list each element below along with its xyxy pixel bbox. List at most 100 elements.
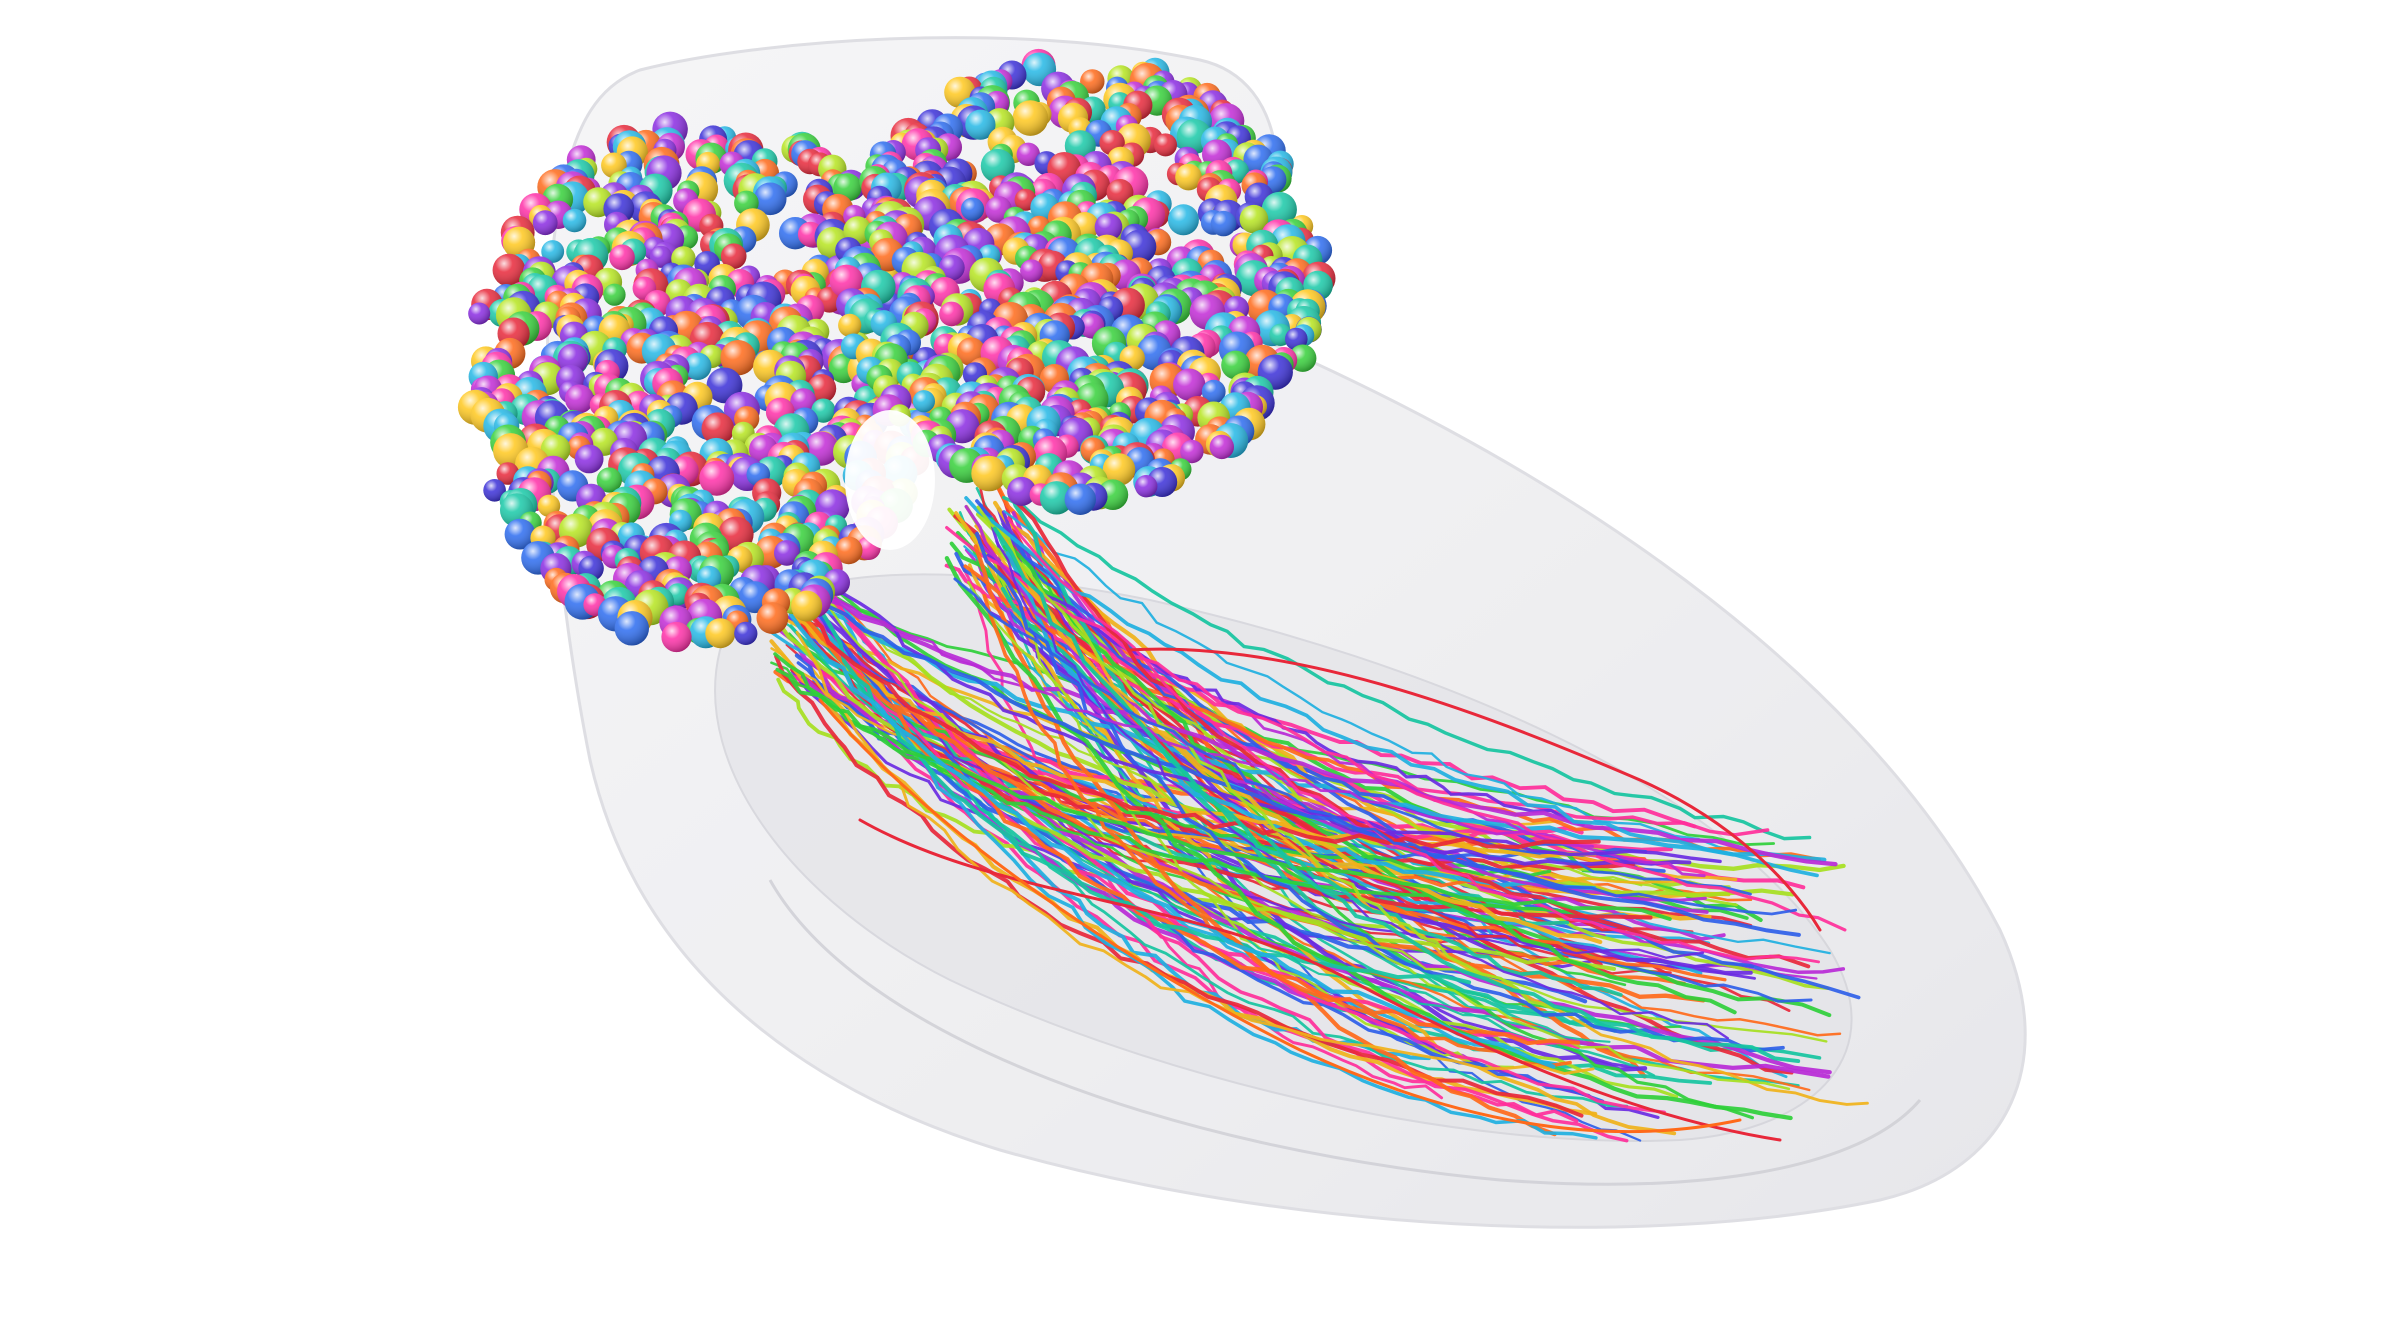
cell-body-sphere xyxy=(965,109,996,140)
cell-body-sphere xyxy=(1167,204,1199,236)
neurite-fiber xyxy=(973,544,1557,1137)
neurite-fiber-outlier xyxy=(818,698,1742,1134)
cell-body-sphere xyxy=(1135,475,1158,498)
cell-body-sphere xyxy=(541,240,565,263)
cell-body-sphere xyxy=(609,244,635,271)
neurite-fiber xyxy=(986,553,1585,827)
cell-body-sphere xyxy=(1221,350,1250,380)
neurite-fiber xyxy=(816,584,1595,848)
neurite-fiber xyxy=(1008,481,1811,969)
cell-body-sphere xyxy=(614,611,649,646)
neurite-fiber xyxy=(775,667,1672,921)
cell-body-sphere xyxy=(1106,179,1134,206)
neurite-fiber xyxy=(975,531,1785,1053)
neurite-fiber xyxy=(818,595,1838,867)
cell-body-sphere xyxy=(684,352,712,380)
cell-body-sphere xyxy=(971,455,1007,492)
neurite-fiber xyxy=(992,526,1801,1064)
cell-body-sphere xyxy=(562,208,587,233)
cell-body-sphere xyxy=(603,283,626,306)
neurite-fiber xyxy=(974,524,1869,1106)
cell-body-sphere xyxy=(720,243,747,269)
neurite-fiber xyxy=(774,654,1584,1118)
neurite-fiber xyxy=(944,556,1793,1121)
cell-body-sphere xyxy=(1154,133,1177,157)
neurite-fiber xyxy=(982,594,1572,1069)
neurite-fiber xyxy=(795,630,1595,1075)
cell-body-sphere xyxy=(596,467,622,493)
neurite-fiber xyxy=(795,564,1828,1043)
cell-body-sphere xyxy=(1039,481,1074,515)
cell-body-sphere xyxy=(912,390,936,413)
cell-body-sphere xyxy=(756,602,789,634)
neurite-fiber xyxy=(1000,586,1623,997)
neurite-fiber xyxy=(995,540,1729,1040)
cell-body-sphere xyxy=(1020,259,1043,283)
cell-body-sphere xyxy=(720,340,756,376)
cell-body-sphere xyxy=(701,412,735,446)
cell-body-sphere xyxy=(1094,213,1123,241)
cell-body-sphere xyxy=(1012,100,1049,136)
cell-body-sphere xyxy=(492,253,526,287)
neurite-fiber xyxy=(819,635,1813,1003)
cell-body-sphere xyxy=(790,388,817,415)
cell-body-sphere xyxy=(532,210,558,236)
neurite-fiber xyxy=(953,577,1798,916)
central-gap xyxy=(845,410,935,550)
cell-body-sphere xyxy=(699,460,735,496)
neurite-fiber xyxy=(788,612,1556,1069)
cell-body-sphere xyxy=(1201,379,1226,404)
cell-body-sphere xyxy=(1102,453,1136,486)
cell-body-sphere xyxy=(980,148,1015,183)
neurite-fiber xyxy=(976,505,1559,1012)
cell-body-sphere xyxy=(1180,439,1204,464)
cell-body-sphere xyxy=(838,313,862,337)
neurite-fiber xyxy=(1005,555,1603,967)
cell-body-sphere xyxy=(1064,483,1097,515)
cell-body-sphere xyxy=(1175,163,1202,191)
cell-body-sphere xyxy=(791,590,823,622)
neurite-fiber-outlier xyxy=(1128,647,1822,932)
neurite-fiber xyxy=(945,526,1847,932)
neurite-fiber xyxy=(967,580,1791,1091)
cell-body-sphere xyxy=(753,182,787,216)
neurite-fiber-outlier xyxy=(858,818,1782,1142)
neurite-fiber xyxy=(975,499,1861,1000)
cell-body-sphere xyxy=(574,444,604,474)
cell-body-sphere xyxy=(705,618,736,649)
neurite-fiber xyxy=(787,632,1552,877)
neurite-fiber xyxy=(944,563,1697,829)
cell-body-sphere xyxy=(468,302,491,325)
neurite-fiber xyxy=(1003,510,1738,852)
cell-body-sphere xyxy=(661,621,692,653)
cell-body-sphere xyxy=(483,479,506,502)
cell-body-sphere xyxy=(1209,434,1235,460)
cell-body-sphere xyxy=(649,245,673,268)
neurite-fiber xyxy=(774,617,1616,971)
cell-body-sphere xyxy=(1016,142,1040,166)
hull-rim xyxy=(768,879,1922,1186)
cell-body-sphere xyxy=(960,197,985,221)
cell-body-sphere xyxy=(1210,210,1237,237)
cell-body-sphere xyxy=(774,540,800,566)
neurite-fiber xyxy=(1002,495,1812,841)
neurite-fiber xyxy=(1006,516,1820,964)
neurite-fiber xyxy=(1005,482,1617,1033)
neurite-fiber xyxy=(1005,551,1597,891)
neurite-fiber xyxy=(792,599,1601,849)
cell-body-sphere xyxy=(1261,191,1297,228)
cell-body-sphere xyxy=(1173,368,1206,401)
neurite-fiber xyxy=(769,572,1581,1046)
neurite-fiber xyxy=(820,566,1722,864)
cell-body-sphere xyxy=(938,254,965,281)
cell-body-sphere xyxy=(1007,476,1037,506)
cell-body-sphere xyxy=(939,301,964,327)
cell-body-sphere xyxy=(1080,69,1105,94)
cell-body-sphere xyxy=(734,621,758,646)
neurite-fibers xyxy=(769,481,1869,1143)
cell-body-sphere xyxy=(564,384,594,414)
cell-body-sphere xyxy=(1239,204,1269,234)
cell-body-cluster-right xyxy=(829,48,1336,515)
